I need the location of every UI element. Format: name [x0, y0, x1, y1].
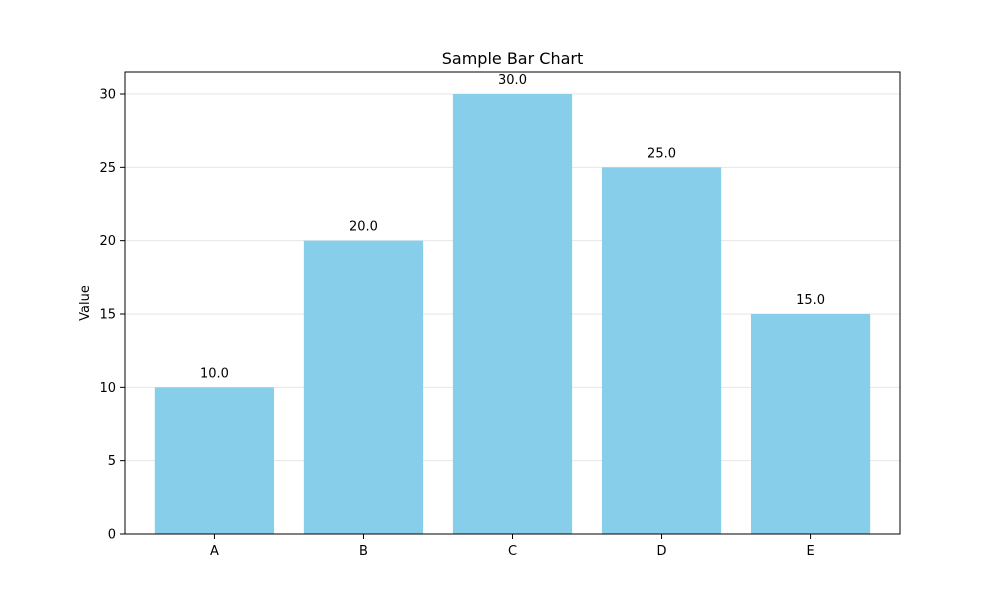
bar-value-label: 30.0 [498, 73, 527, 88]
bar-C [452, 94, 573, 534]
value-labels: 10.0 20.0 30.0 25.0 15.0 [200, 73, 825, 381]
x-tick-label: E [806, 544, 814, 559]
x-tick-label: C [508, 544, 517, 559]
y-tick-label: 5 [108, 454, 116, 469]
x-tick-label: D [657, 544, 667, 559]
x-axis-ticks: A B C D E [210, 534, 815, 559]
y-tick-label: 30 [99, 88, 116, 103]
bar-B [303, 240, 424, 534]
bar-value-label: 15.0 [796, 293, 825, 308]
y-axis-ticks: 0 5 10 15 20 25 30 [99, 88, 125, 543]
y-tick-label: 25 [99, 161, 116, 176]
y-tick-label: 0 [108, 528, 116, 543]
bar-value-label: 25.0 [647, 146, 676, 161]
bar-value-label: 10.0 [200, 366, 229, 381]
bar-value-label: 20.0 [349, 220, 378, 235]
x-tick-label: B [359, 544, 368, 559]
bar-E [750, 314, 871, 534]
chart-title: Sample Bar Chart [442, 49, 584, 68]
y-tick-label: 15 [99, 308, 116, 323]
y-axis-label: Value [78, 285, 93, 321]
x-tick-label: A [210, 544, 219, 559]
y-tick-label: 10 [99, 381, 116, 396]
bars [154, 94, 871, 535]
bar-D [601, 167, 722, 535]
bar-A [154, 387, 275, 534]
y-tick-label: 20 [99, 234, 116, 249]
